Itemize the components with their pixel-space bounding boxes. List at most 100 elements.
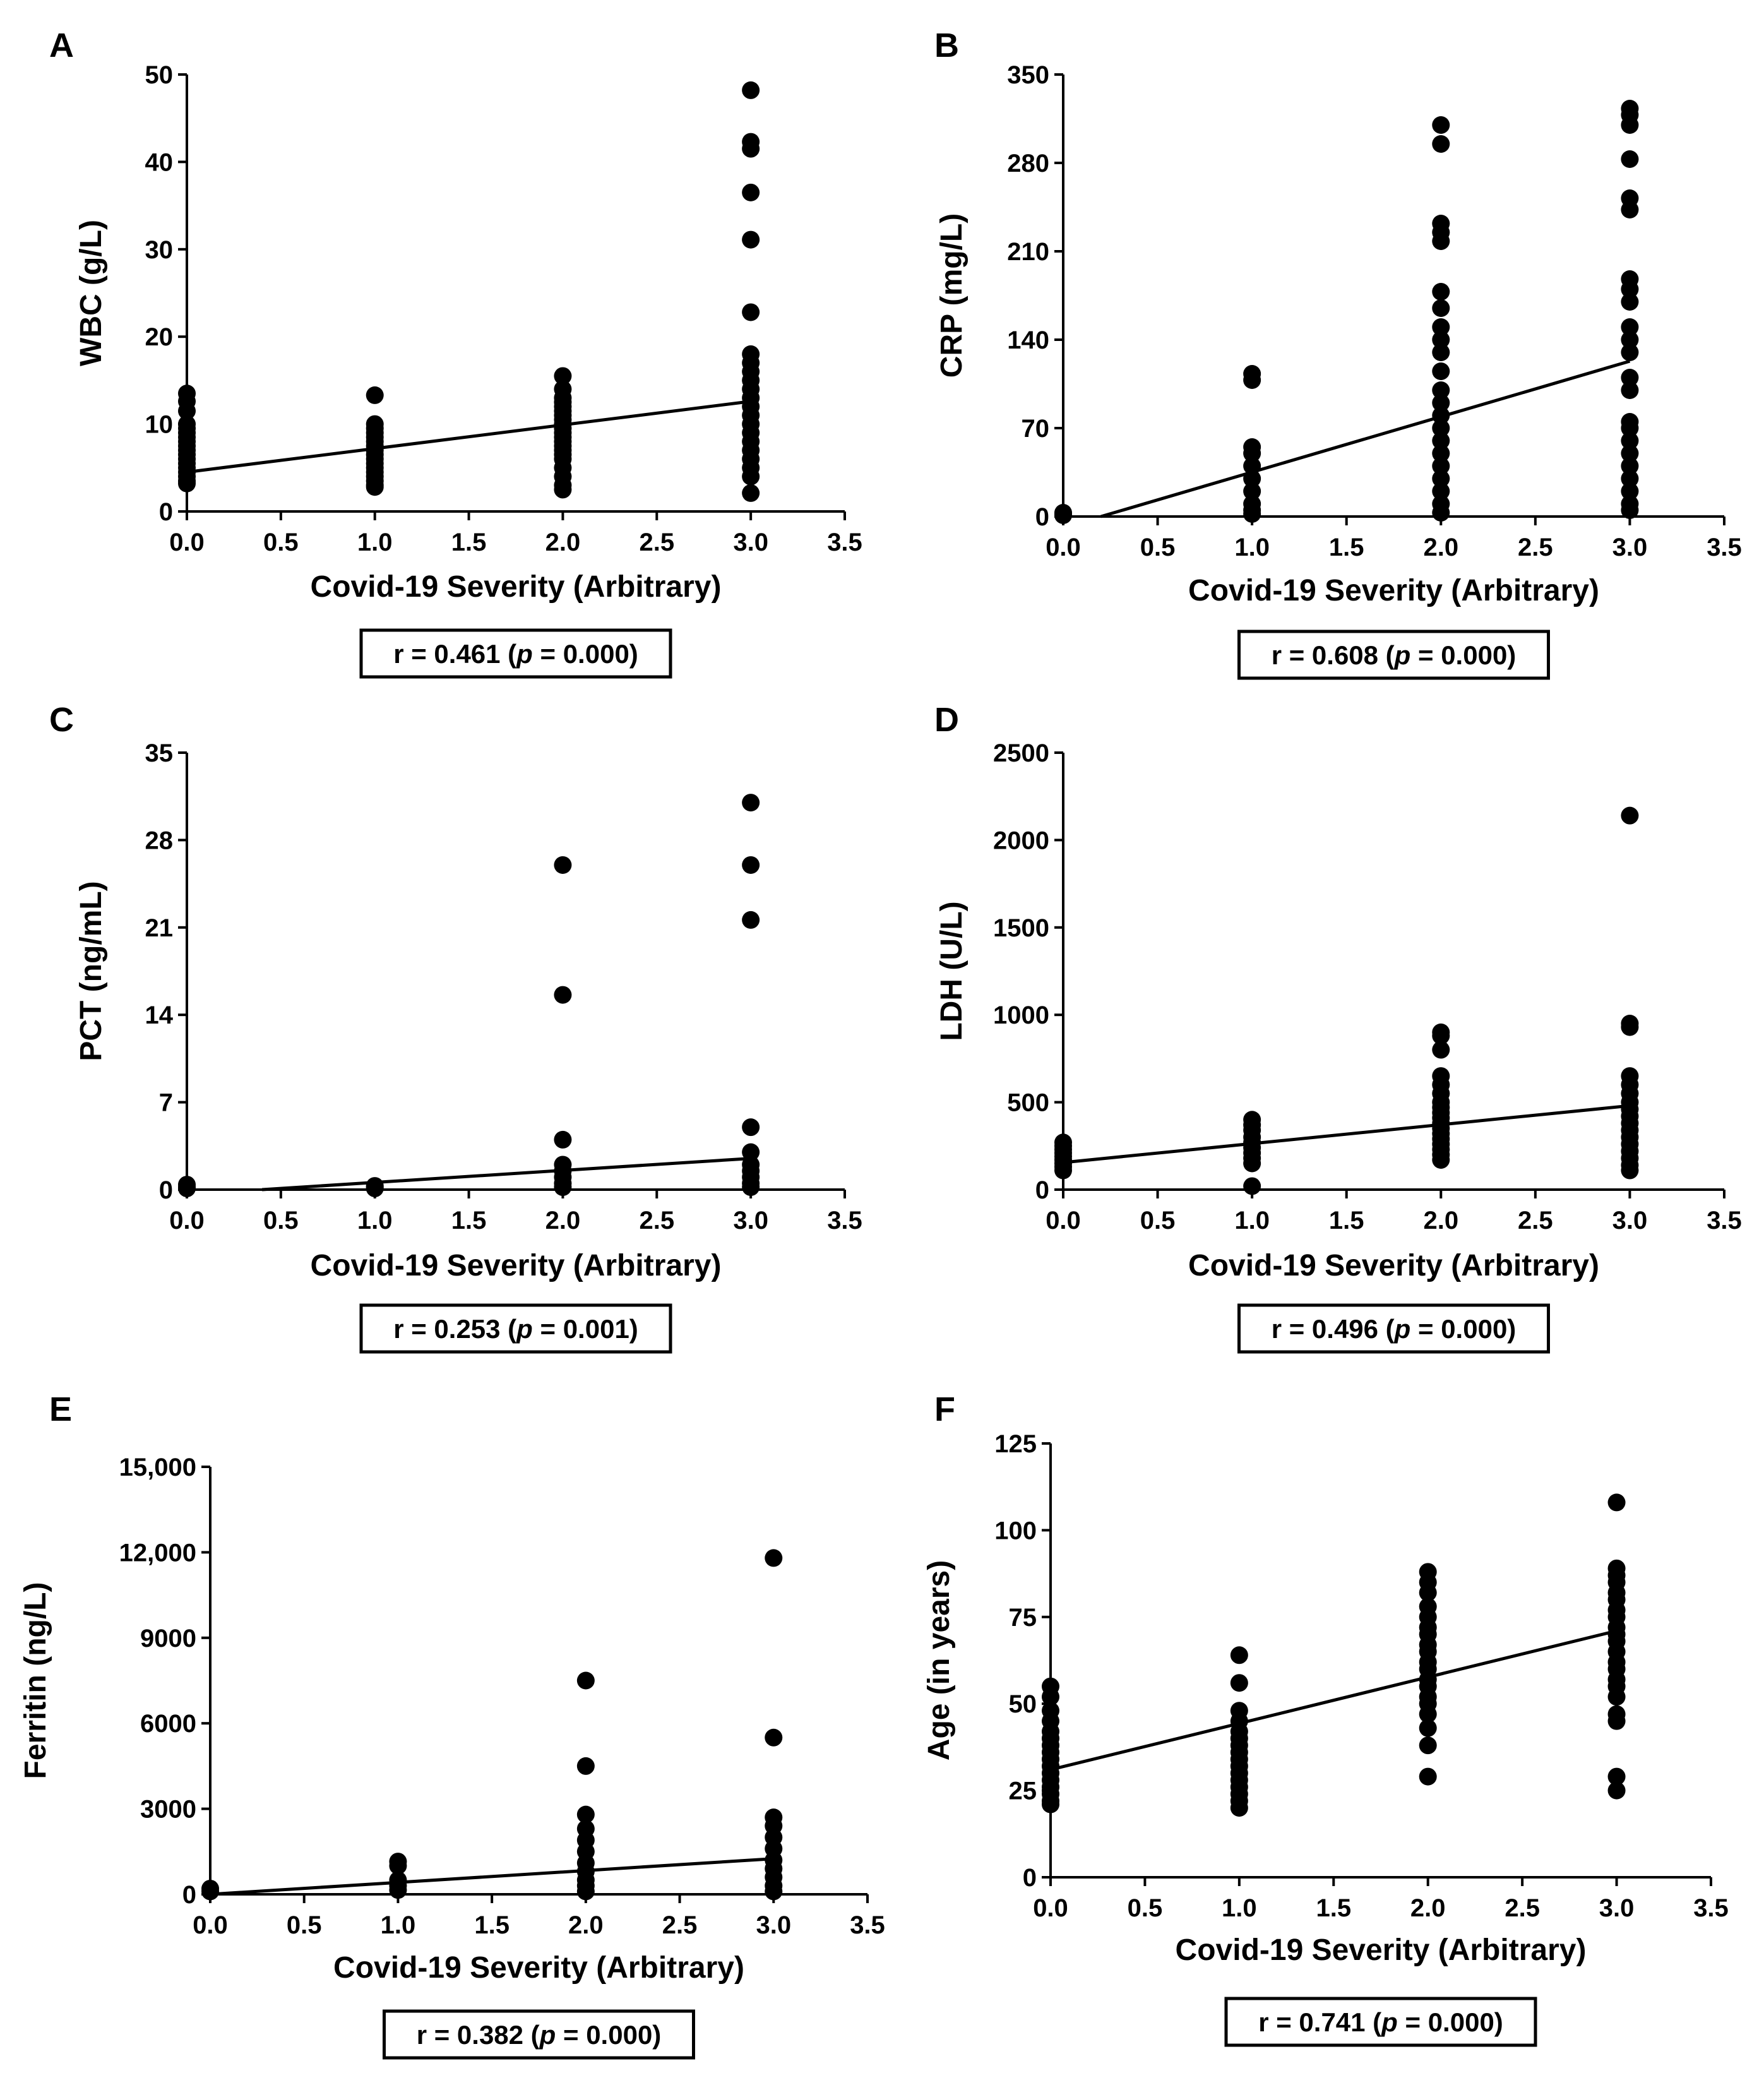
x-tick-label: 2.5 [639,529,674,556]
correlation-prefix: r = 0.253 ( [393,1314,516,1344]
x-tick-label: 0.0 [169,529,205,556]
correlation-box [359,1303,672,1354]
y-tick-label: 1500 [993,914,1049,942]
x-tick-label: 1.0 [1234,1207,1270,1234]
data-point [742,794,760,812]
data-point [576,1805,595,1824]
data-point [1607,1688,1626,1706]
data-point [1042,1795,1059,1813]
regression-line [261,1157,751,1192]
x-tick-label: 1.0 [1222,1894,1257,1922]
data-point [1621,1018,1639,1036]
y-tick-label: 75 [1009,1604,1037,1632]
data-point [765,1549,783,1567]
correlation-p-symbol: p [1394,1314,1411,1344]
data-point [1243,505,1261,523]
x-tick-label: 0.5 [263,1207,299,1234]
y-tick-label: 500 [1007,1089,1049,1117]
x-tick-label: 0.0 [1046,534,1081,561]
x-tick-label: 3.0 [733,1207,768,1234]
y-tick-label: 9000 [140,1625,196,1652]
panel-f: F 0.0 0.5 1.0 1.5 2.0 2.5 3.0 3.5 0 25 50 75 100 125 Co… [922,1390,1729,2047]
data-point [742,1178,760,1197]
y-tick-label: 0 [182,1881,196,1909]
data-point [1432,1041,1450,1059]
x-tick-label: 3.0 [1612,1207,1648,1234]
data-point [742,230,760,249]
data-point [1621,445,1639,462]
y-tick-label: 20 [145,323,174,351]
data-point [1621,419,1639,437]
regression-line [1050,1629,1618,1772]
panel-letter: C [49,701,74,739]
data-point [1419,1584,1437,1602]
panel-c: C 0.0 0.5 1.0 1.5 2.0 2.5 3.0 3.5 0 7 14 21 28 35 Covid… [49,701,862,1354]
data-point [554,481,572,499]
y-axis-title: PCT (ng/mL) [74,881,108,1061]
data-point [1432,1150,1450,1169]
data-point [178,474,196,493]
data-point [178,1180,196,1198]
x-tick-label: 1.5 [1316,1894,1351,1922]
correlation-prefix: r = 0.496 ( [1272,1314,1395,1344]
data-point [1243,371,1261,389]
y-axis-title: Age (in years) [922,1560,956,1760]
correlation-box [1237,1303,1550,1354]
data-point [1432,482,1450,500]
data-point [742,1118,760,1137]
x-tick-label: 2.0 [1423,534,1458,561]
data-point [1230,1646,1248,1664]
x-tick-label: 0.0 [193,1911,228,1939]
data-point [1243,445,1261,462]
data-point [1432,504,1450,522]
x-tick-label: 0.0 [1046,1207,1081,1234]
panel-b: B 0.0 0.5 1.0 1.5 2.0 2.5 3.0 3.5 0 70 140 210 280 350… [934,27,1742,680]
data-point [1621,318,1639,336]
panel-letter: A [49,27,74,64]
x-tick-label: 3.0 [1612,534,1648,561]
data-point [1621,369,1639,386]
x-tick-label: 1.0 [357,1207,393,1234]
data-point [1621,201,1639,218]
x-tick-label: 1.5 [1329,534,1364,561]
panel-d: D 0.0 0.5 1.0 1.5 2.0 2.5 3.0 3.5 0 500 1000 1500 200… [934,701,1742,1354]
data-point [1432,135,1450,153]
data-point [1621,470,1639,487]
correlation-p-symbol: p [1381,2007,1398,2037]
x-tick-label: 2.5 [1505,1894,1540,1922]
x-tick-label: 2.5 [639,1207,674,1234]
x-tick-label: 0.5 [1140,1207,1176,1234]
y-tick-label: 280 [1007,150,1049,177]
correlation-text: r = 0.253 (p = 0.001) [393,1314,638,1344]
data-point [1432,419,1450,437]
data-point [1432,344,1450,361]
data-point [1419,1719,1437,1737]
data-point [1432,445,1450,462]
x-tick-label: 1.0 [381,1911,416,1939]
y-axis-title: WBC (g/L) [74,220,108,366]
x-tick-label: 1.5 [474,1911,510,1939]
correlation-suffix: = 0.001) [533,1314,638,1344]
data-point [1432,362,1450,380]
data-point [1432,299,1450,317]
y-axis-title: CRP (mg/L) [935,213,968,378]
data-point [742,1143,760,1161]
x-tick-label: 3.0 [1599,1894,1635,1922]
data-point [1042,1688,1059,1706]
regression-line [210,1857,774,1896]
data-point [389,1881,407,1899]
x-tick-label: 2.0 [1410,1894,1446,1922]
correlation-p-symbol: p [516,639,533,669]
panel-letter: F [934,1390,955,1428]
data-point [1621,280,1639,298]
x-axis-title: Covid-19 Severity (Arbitrary) [1188,574,1599,607]
data-point [1243,1154,1261,1173]
data-point [1621,501,1639,519]
data-point [554,367,572,385]
data-point [1432,331,1450,349]
correlation-prefix: r = 0.461 ( [393,639,516,669]
correlation-box [383,2009,695,2060]
data-point [765,1728,783,1747]
y-tick-label: 2500 [993,739,1049,767]
